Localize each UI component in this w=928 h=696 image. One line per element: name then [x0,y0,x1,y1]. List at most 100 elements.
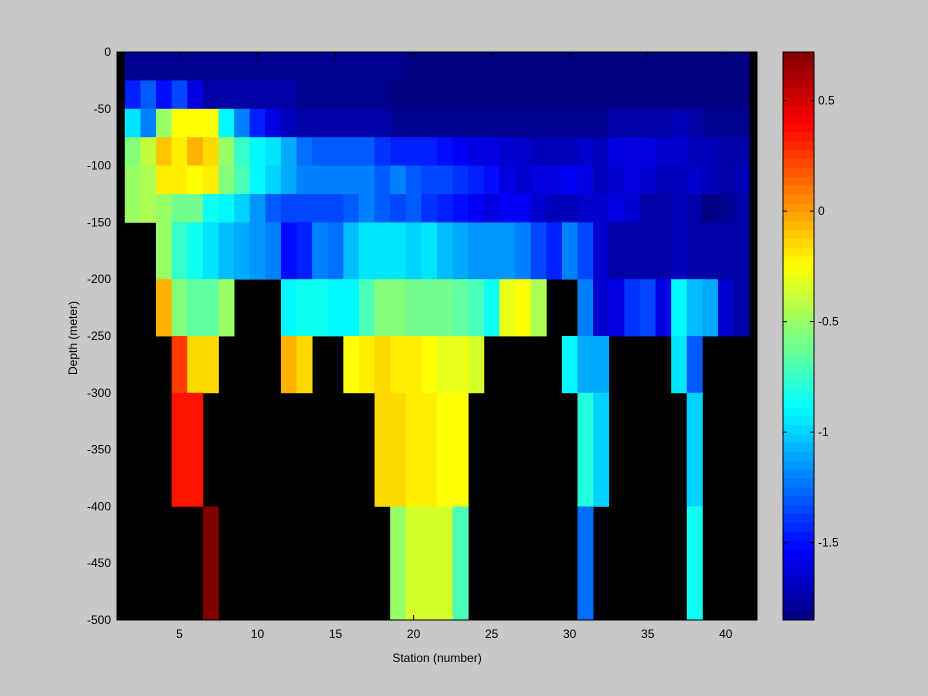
colorbar-segment [783,575,814,585]
colorbar-segment [783,202,814,213]
heatmap-cell [249,194,266,223]
heatmap-cell [421,392,438,507]
heatmap-cell [312,165,329,195]
heatmap-cell [312,279,329,337]
heatmap-cell [343,137,360,166]
heatmap-cell [343,165,360,195]
heatmap-cell [577,137,594,166]
heatmap-cell [249,165,266,195]
heatmap-cell [593,336,610,394]
heatmap-cell [593,165,610,195]
heatmap-cell [702,222,719,280]
heatmap-cell [702,279,719,337]
colorbar-segment [783,495,814,506]
heatmap-cell [577,392,594,507]
heatmap-cell [639,222,656,280]
heatmap-cell [655,222,672,280]
heatmap-cell [390,165,407,195]
heatmap-cell [561,52,578,81]
heatmap-cell [717,165,734,195]
heatmap-cell [671,80,688,110]
heatmap-cell [265,108,282,138]
heatmap-cell [561,222,578,280]
heatmap-cell [452,506,469,621]
heatmap-cell [671,194,688,223]
heatmap-cell [187,137,204,166]
heatmap-cell [390,279,407,337]
heatmap-cell [249,52,266,81]
heatmap-cell [577,52,594,81]
heatmap-cell [265,137,282,166]
heatmap-cell [171,137,188,166]
heatmap-cell [437,52,454,81]
heatmap-cell [546,108,563,138]
colorbar-segment [783,593,814,603]
colorbar-segment [783,380,814,390]
y-tick-label: -300 [87,386,111,400]
heatmap-cell [421,279,438,337]
heatmap-cell [390,506,407,621]
heatmap-cell [187,52,204,81]
heatmap-cell [358,80,375,110]
heatmap-cell [655,194,672,223]
colorbar-segment [783,69,814,80]
heatmap-cell [608,279,625,337]
heatmap-cell [405,194,422,223]
heatmap-cell [577,108,594,138]
heatmap-cell [468,137,485,166]
colorbar-tick-label: -1 [818,425,829,439]
heatmap-cell [483,108,500,138]
heatmap-cell [327,108,344,138]
heatmap-cell [468,194,485,223]
heatmap-cell [171,392,188,507]
colorbar-segment [783,52,814,62]
heatmap-cell [546,137,563,166]
colorbar-segment [783,451,814,461]
heatmap-cell [702,108,719,138]
x-tick-label: 15 [329,627,343,641]
colorbar-segment [783,344,814,355]
heatmap-cell [499,52,516,81]
heatmap-cell [312,222,329,280]
heatmap-cell [421,506,438,621]
heatmap-cell [546,165,563,195]
heatmap-cell [249,108,266,138]
colorbar-segment [783,220,814,230]
heatmap-cell [608,80,625,110]
colorbar-segment [783,362,814,372]
heatmap-cell [202,194,219,223]
heatmap-cell [530,52,547,81]
colorbar-segment [783,176,814,186]
heatmap-cell [608,194,625,223]
heatmap-cell [390,194,407,223]
y-axis: 0 -50 -100 -150 -200 -250 -300 -350 -400 -450 -500 [87,45,757,627]
heatmap-cell [733,194,750,223]
heatmap-cell [639,137,656,166]
heatmap-cell [577,222,594,280]
heatmap-cell [437,108,454,138]
heatmap-cell [156,222,173,280]
heatmap-cell [452,137,469,166]
heatmap-cells [124,52,750,621]
colorbar-segment [783,513,814,523]
x-tick-label: 10 [251,627,265,641]
heatmap-cell [343,52,360,81]
heatmap-cell [468,165,485,195]
heatmap-cell [296,336,313,394]
heatmap-cell [171,80,188,110]
colorbar-segment [783,185,814,195]
heatmap-cell [577,80,594,110]
colorbar-segment [783,433,814,443]
heatmap-cell [187,165,204,195]
x-tick-label: 35 [641,627,655,641]
colorbar-segment [783,522,814,532]
heatmap-cell [358,222,375,280]
heatmap-cell [405,222,422,280]
colorbar-segment [783,469,814,479]
heatmap-cell [546,222,563,280]
colorbar-segment [783,167,814,177]
heatmap-cell [671,108,688,138]
heatmap-cell [530,279,547,337]
heatmap-cell [655,52,672,81]
colorbar-tick-label: -0.5 [818,315,839,329]
